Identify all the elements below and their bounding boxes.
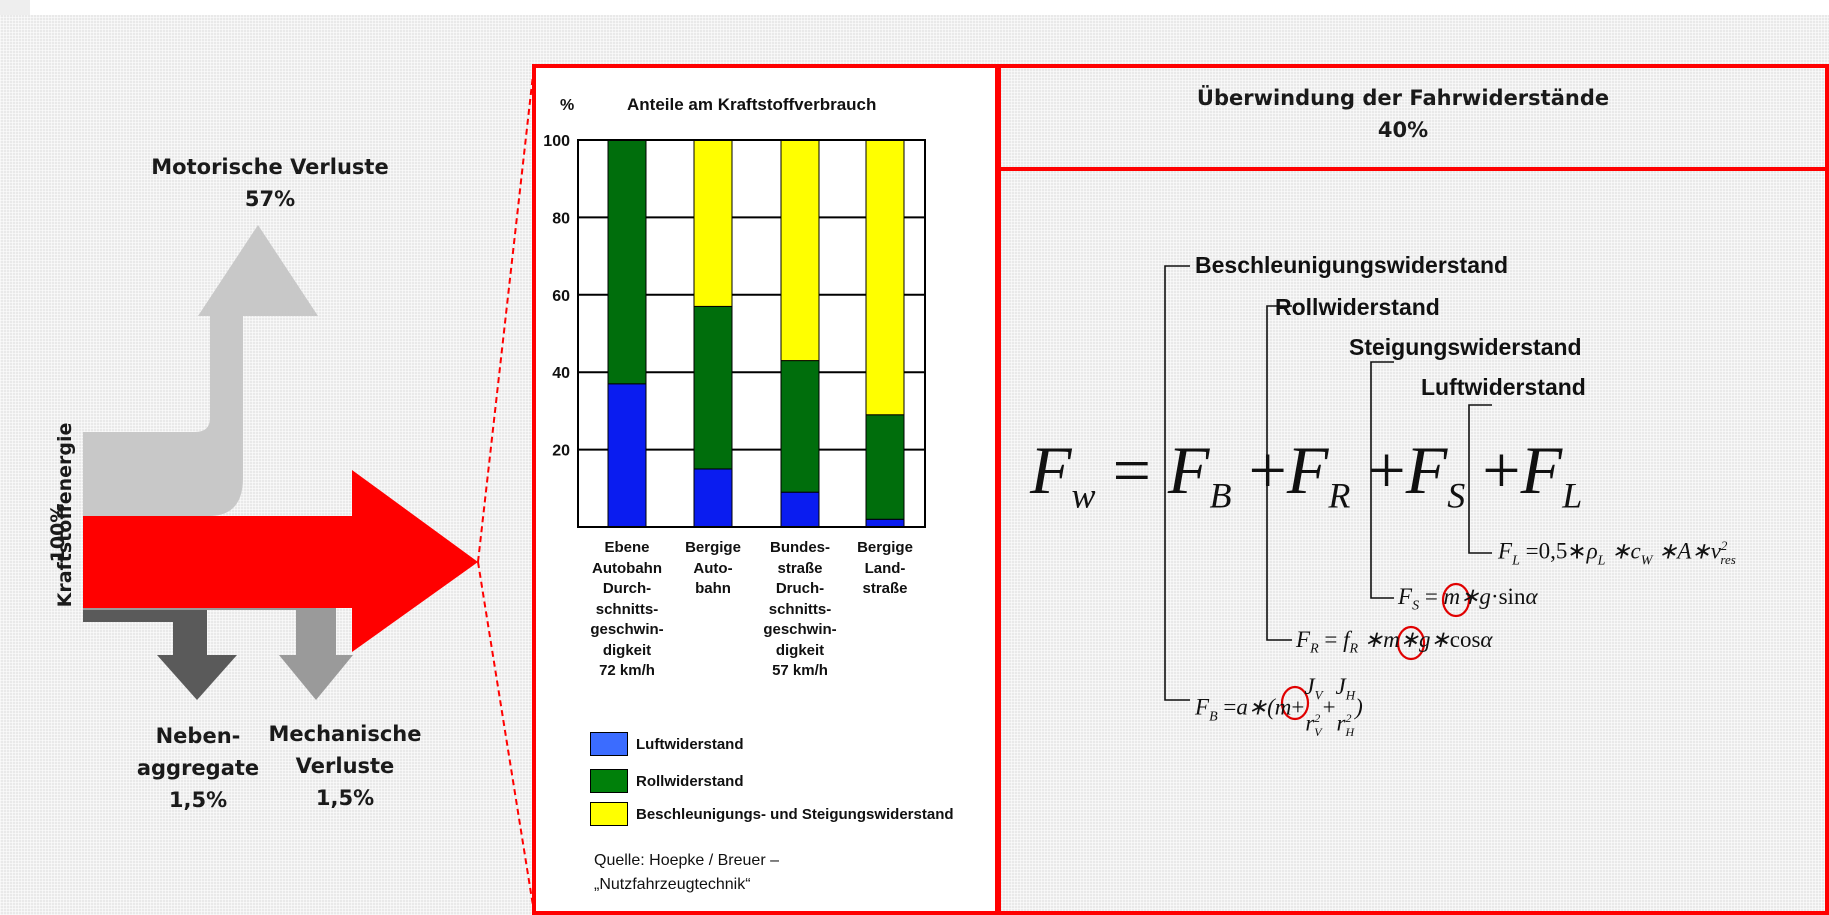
legend-label-air: Luftwiderstand [636, 735, 744, 753]
legend-swatch-air [590, 732, 628, 756]
chart-ylabel: % [560, 97, 574, 114]
legend-item-accel: Beschleunigungs- und Steigungswiderstand [590, 802, 954, 826]
legend-item-roll: Rollwiderstand [590, 769, 744, 793]
legend-item-air: Luftwiderstand [590, 732, 744, 756]
top-strip [0, 0, 30, 15]
aux-loss-arrow [83, 608, 237, 700]
label-accel-resistance: Beschleunigungswiderstand [1195, 252, 1509, 278]
equation-grade: FS = m∗g·sinα [1398, 584, 1538, 614]
y-tick-label: 80 [552, 210, 570, 227]
legend-swatch-roll [590, 769, 628, 793]
energy-flow-diagram [83, 65, 535, 913]
y-tick-label: 40 [552, 365, 570, 382]
bar-segment [693, 468, 733, 528]
zoom-line-bottom [477, 561, 535, 913]
legend-swatch-accel [590, 802, 628, 826]
label-air-resistance: Luftwiderstand [1421, 374, 1586, 400]
bar-segment [865, 414, 905, 520]
mech-loss-arrow [83, 598, 353, 700]
equation-roll: FR = fR ∗m∗g∗cosα [1296, 627, 1493, 657]
chart-plot-frame [577, 139, 926, 528]
category-label: Bergige Land- straße [857, 539, 913, 597]
y-tick-label: 100 [543, 133, 570, 150]
bar-segment [607, 383, 647, 528]
bar-segment [865, 139, 905, 416]
y-tick-label: 20 [552, 443, 570, 460]
motor-loss-arrow [83, 225, 318, 516]
category-label: Bergige Auto- bahn [685, 539, 741, 597]
category-label: Ebene Autobahn Durch- schnitts- geschwin… [590, 539, 664, 679]
category-label: Bundes- straße Druch- schnitts- geschwin… [763, 539, 837, 679]
formula-box [997, 167, 1829, 915]
main-energy-arrow [83, 470, 478, 652]
label-grade-resistance: Steigungswiderstand [1349, 334, 1582, 360]
fuel-share-chart: % Anteile am Kraftstoffverbrauch 100 80 60… [543, 95, 926, 528]
resistance-title: Überwindung der Fahrwiderstände [1196, 86, 1610, 110]
zoom-line-top [477, 65, 535, 563]
bar-segment [693, 139, 733, 307]
bar-segment [780, 139, 820, 362]
bar-segment [780, 360, 820, 493]
label-roll-resistance: Rollwiderstand [1275, 294, 1440, 320]
mech-loss-label: Mechanische Verluste 1,5% [268, 722, 422, 810]
legend-label-accel: Beschleunigungs- und Steigungswiderstand [636, 805, 954, 823]
equation-accel: FB =a∗(m+JV r2V+JH r2H) [1195, 674, 1363, 739]
legend-label-roll: Rollwiderstand [636, 772, 744, 790]
resistance-value: 40% [1377, 118, 1429, 142]
motor-loss-value: 57% [244, 187, 296, 211]
motor-loss-label: Motorische Verluste [151, 155, 389, 179]
main-equation: Fw = FB +FR +FS +FL [1030, 432, 1583, 516]
equation-air: FL =0,5∗ρL ∗cW ∗A∗v2res [1498, 538, 1736, 569]
source-note: Quelle: Hoepke / Breuer – „Nutzfahrzeugte… [594, 852, 779, 893]
bar-segment [780, 491, 820, 528]
aux-loss-label: Neben-aggregate 1,5% [136, 724, 260, 812]
chart-title: Anteile am Kraftstoffverbrauch [627, 95, 876, 114]
y-tick-label: 60 [552, 288, 570, 305]
